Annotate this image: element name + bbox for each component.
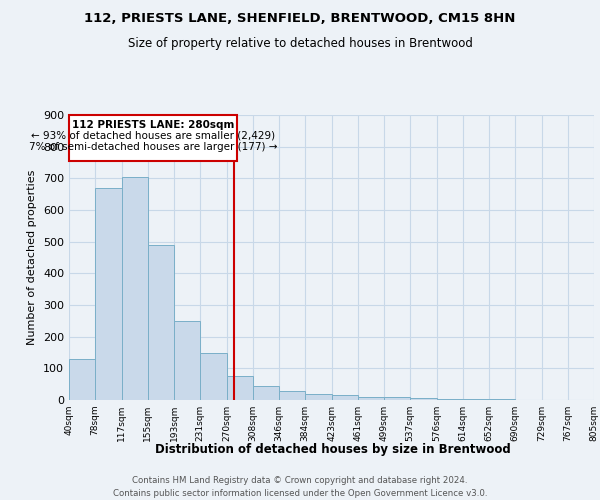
Bar: [69, 115, 237, 161]
Bar: [358, 397, 384, 400]
Text: 112, PRIESTS LANE, SHENFIELD, BRENTWOOD, CM15 8HN: 112, PRIESTS LANE, SHENFIELD, BRENTWOOD,…: [85, 12, 515, 26]
Bar: [253, 386, 279, 400]
Text: Size of property relative to detached houses in Brentwood: Size of property relative to detached ho…: [128, 38, 472, 51]
Bar: [332, 395, 358, 400]
Text: Contains public sector information licensed under the Open Government Licence v3: Contains public sector information licen…: [113, 489, 487, 498]
Text: 112 PRIESTS LANE: 280sqm: 112 PRIESTS LANE: 280sqm: [72, 120, 234, 130]
Text: Distribution of detached houses by size in Brentwood: Distribution of detached houses by size …: [155, 442, 511, 456]
Bar: [174, 321, 200, 400]
Bar: [148, 245, 174, 400]
Bar: [122, 177, 148, 400]
Bar: [227, 376, 253, 400]
Bar: [69, 359, 95, 400]
Text: Contains HM Land Registry data © Crown copyright and database right 2024.: Contains HM Land Registry data © Crown c…: [132, 476, 468, 485]
Y-axis label: Number of detached properties: Number of detached properties: [28, 170, 37, 345]
Bar: [305, 394, 332, 400]
Bar: [200, 352, 227, 400]
Text: ← 93% of detached houses are smaller (2,429): ← 93% of detached houses are smaller (2,…: [31, 131, 275, 141]
Bar: [437, 398, 463, 400]
Bar: [463, 399, 489, 400]
Bar: [95, 188, 122, 400]
Bar: [410, 398, 437, 400]
Bar: [384, 398, 410, 400]
Text: 7% of semi-detached houses are larger (177) →: 7% of semi-detached houses are larger (1…: [29, 142, 277, 152]
Bar: [279, 390, 305, 400]
